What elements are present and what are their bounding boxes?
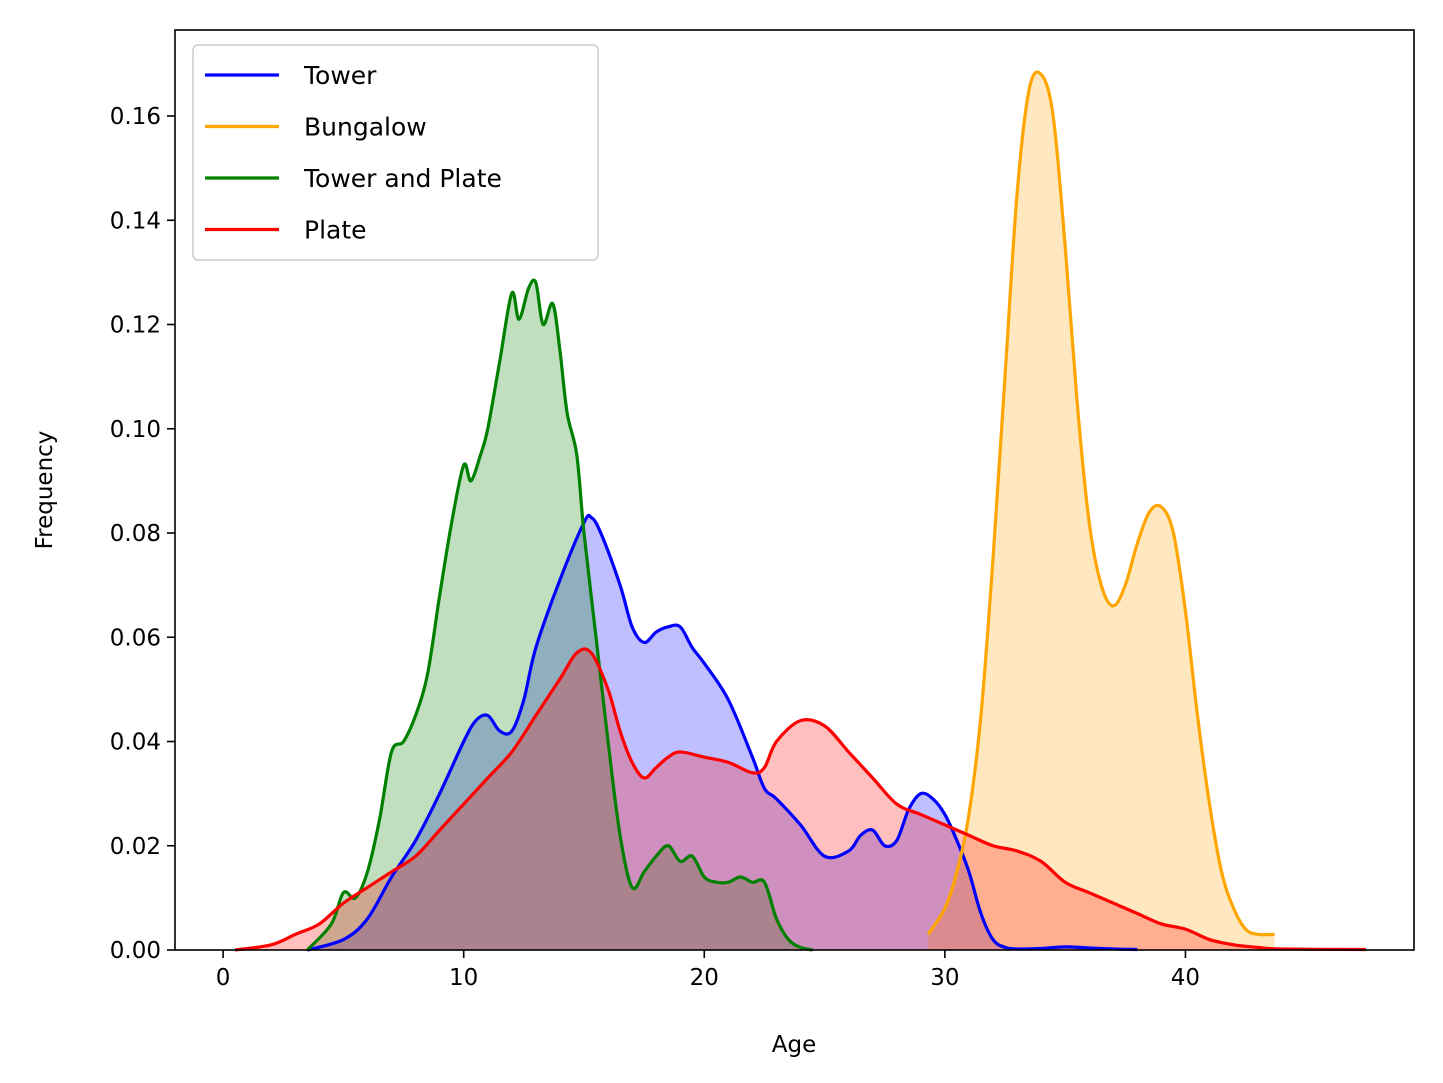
y-tick-label: 0.12: [110, 313, 161, 339]
legend-label-plate: Plate: [304, 216, 367, 245]
line-tower-and-plate: [306, 278, 813, 952]
x-axis-label: Age: [772, 1032, 816, 1058]
density-lines: [234, 70, 1366, 952]
y-tick-label: 0.14: [110, 208, 161, 234]
area-tower-and-plate: [307, 280, 813, 950]
y-tick-label: 0.06: [110, 625, 161, 651]
x-axis: 0 10 20 30 40: [216, 950, 1200, 991]
y-tick-label: 0.00: [110, 938, 161, 964]
x-tick-label: 10: [449, 965, 478, 991]
plot-frame: [174, 29, 1415, 951]
x-tick-label: 30: [930, 965, 959, 991]
line-bungalow: [926, 70, 1275, 937]
legend-label-bungalow: Bungalow: [304, 113, 427, 142]
area-bungalow: [928, 71, 1275, 950]
x-tick-label: 0: [216, 965, 231, 991]
area-tower: [307, 515, 1138, 950]
y-axis-label: Frequency: [32, 431, 58, 550]
area-plate: [235, 648, 1366, 950]
y-tick-label: 0.02: [110, 834, 161, 860]
y-tick-label: 0.16: [110, 104, 161, 130]
x-tick-label: 20: [690, 965, 719, 991]
line-tower: [306, 513, 1138, 952]
y-tick-label: 0.10: [110, 417, 161, 443]
x-tick-label: 40: [1171, 965, 1200, 991]
line-plate: [234, 647, 1366, 952]
legend-label-tower-and-plate: Tower and Plate: [303, 164, 502, 193]
legend-box: [192, 44, 599, 261]
y-axis: 0.00 0.02 0.04 0.06 0.08 0.10 0.12 0.14 0.16: [110, 104, 175, 964]
y-tick-label: 0.08: [110, 521, 161, 547]
density-fills: [235, 71, 1366, 950]
y-tick-label: 0.04: [110, 730, 161, 756]
legend-label-tower: Tower: [303, 61, 377, 90]
legend: Tower Bungalow Tower and Plate Plate: [192, 44, 599, 261]
